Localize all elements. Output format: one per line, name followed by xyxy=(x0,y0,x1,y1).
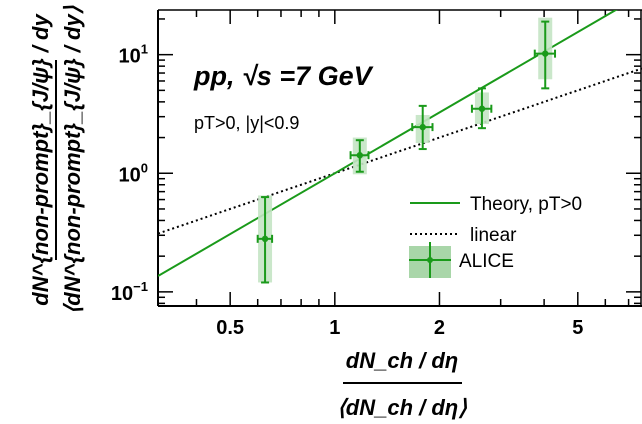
cuts-annotation: pT>0, |y|<0.9 xyxy=(194,113,299,133)
x-tick-label: 0.5 xyxy=(216,317,244,339)
plot-series xyxy=(158,10,642,284)
alice-point xyxy=(261,235,269,243)
legend-linear-label: linear xyxy=(470,225,517,246)
x-tick-label: 1 xyxy=(329,317,340,339)
y-axis-title-denominator: ⟨dN^{non-prompt}_{J/ψ} / dy⟩ xyxy=(60,5,85,314)
alice-point xyxy=(542,50,549,57)
y-axis-title: dN^{non-prompt}_{J/ψ} / dy ⟨dN^{non-prom… xyxy=(28,5,85,314)
plot-area: 0.5 1 2 5 10−1 100 101 xyxy=(111,9,642,339)
legend: Theory, pT>0 linear ALICE xyxy=(409,194,582,278)
y-axis-title-numerator: dN^{non-prompt}_{J/ψ} / dy xyxy=(28,13,53,306)
alice-point xyxy=(419,123,426,131)
legend-alice-marker xyxy=(427,257,433,263)
system-annotation: pp, √s =7 GeV xyxy=(193,61,374,91)
linear-line xyxy=(158,67,642,235)
x-tick-label: 2 xyxy=(434,317,445,339)
y-tick-label: 10−1 xyxy=(111,279,148,305)
alice-point xyxy=(478,105,486,112)
theory-line xyxy=(158,10,618,277)
y-tick-label: 100 xyxy=(119,160,148,186)
y-tick-label: 101 xyxy=(119,42,148,68)
alice-point xyxy=(356,152,364,159)
x-axis-title-numerator: dN_ch / dη xyxy=(346,348,458,373)
legend-alice-label: ALICE xyxy=(459,251,514,272)
legend-theory-label: Theory, pT>0 xyxy=(470,194,582,215)
x-tick-label: 5 xyxy=(572,317,583,339)
x-axis-title-denominator: ⟨dN_ch / dη⟩ xyxy=(337,395,467,420)
x-axis-title: dN_ch / dη ⟨dN_ch / dη⟩ xyxy=(337,348,467,420)
